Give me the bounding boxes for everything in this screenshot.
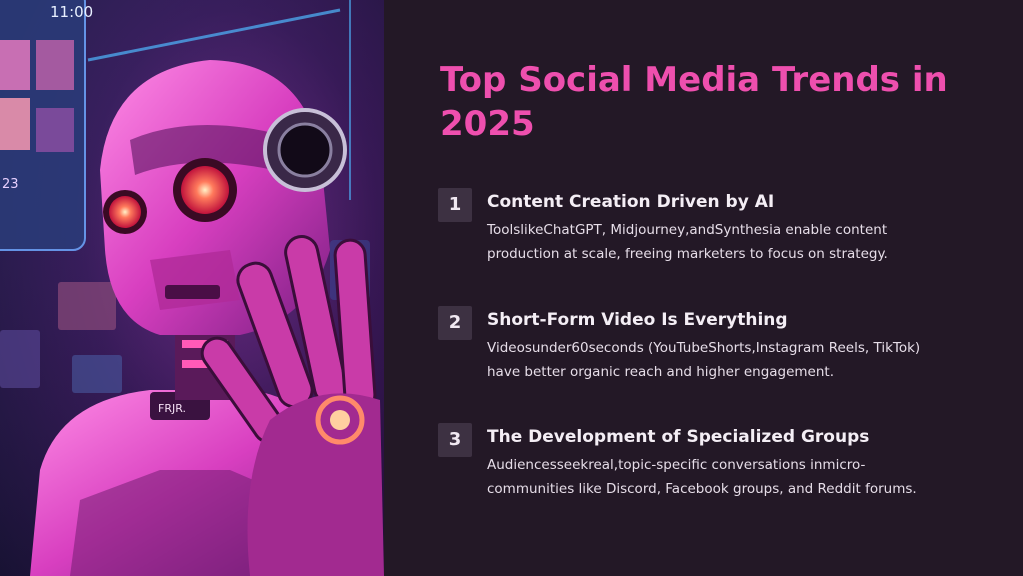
content-panel: Top Social Media Trends in 2025 1 Conten… <box>384 0 1023 576</box>
trend-title: Short-Form Video Is Everything <box>487 310 788 330</box>
robot-hero-image: 11:00 23 FRJR. <box>0 0 384 576</box>
trend-title: Content Creation Driven by AI <box>487 192 775 212</box>
trend-description: Videosunder60seconds (YouTubeShorts,Inst… <box>487 340 921 380</box>
slide-title: Top Social Media Trends in 2025 <box>440 60 948 144</box>
trend-number-badge: 1 <box>438 188 472 222</box>
chest-label: FRJR. <box>158 402 186 415</box>
trend-description: ToolslikeChatGPT, Midjourney,andSynthesi… <box>487 222 888 262</box>
trend-number-badge: 3 <box>438 423 472 457</box>
phone-number: 23 <box>2 177 19 192</box>
robot-illustration: 11:00 23 FRJR. <box>0 0 384 576</box>
trend-title: The Development of Specialized Groups <box>487 427 870 447</box>
trend-number-badge: 2 <box>438 306 472 340</box>
trend-description: Audiencesseekreal,topic-specific convers… <box>487 457 917 497</box>
phone-time: 11:00 <box>50 3 93 21</box>
